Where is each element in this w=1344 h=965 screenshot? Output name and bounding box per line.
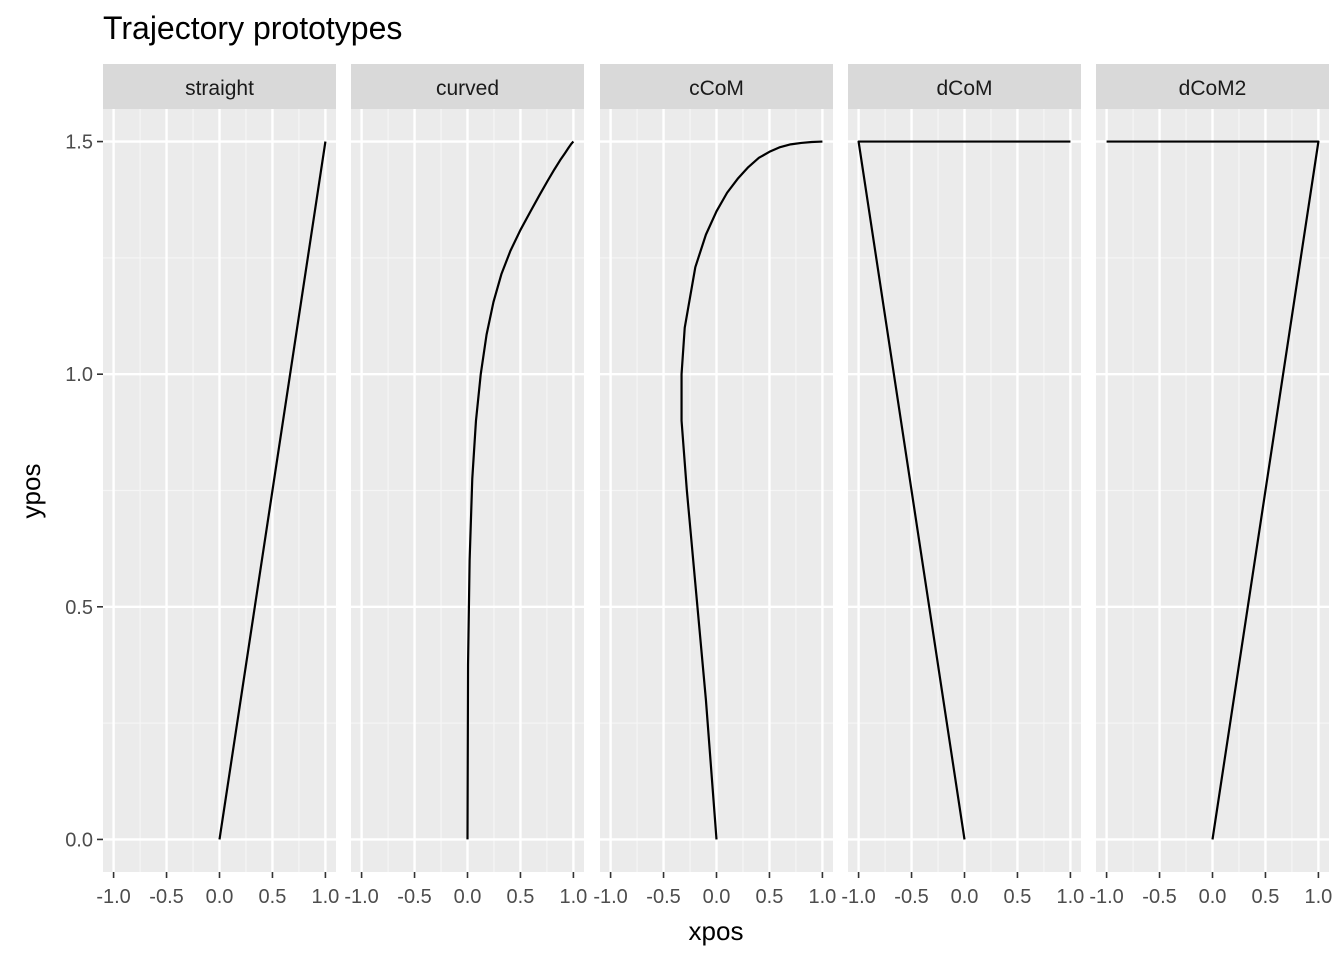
- y-tick-label: 1.0: [65, 364, 93, 386]
- strip-background: [1096, 64, 1329, 109]
- x-tick-label: 0.0: [454, 886, 482, 908]
- x-tick-label: -1.0: [841, 886, 875, 908]
- facet-dCoM: dCoM -1.0 -0.5 0.0 0.5 1.0: [841, 64, 1084, 908]
- strip-label: dCoM2: [1179, 77, 1247, 100]
- x-tick-label: 0.5: [1252, 886, 1280, 908]
- y-axis-label: ypos: [16, 464, 46, 519]
- x-tick-label: -0.5: [894, 886, 928, 908]
- strip-background: [351, 64, 584, 109]
- x-tick-label: 0.0: [703, 886, 731, 908]
- x-tick-label: 1.0: [312, 886, 340, 908]
- strip-background: [103, 64, 336, 109]
- facet-cCoM: cCoM -1.0 -0.5 0.0 0.5 1.0: [593, 64, 836, 908]
- y-tick-label: 0.0: [65, 829, 93, 851]
- x-tick-label: 0.5: [1004, 886, 1032, 908]
- x-tick-label: 0.5: [507, 886, 535, 908]
- series-line-curved: [466, 140, 575, 840]
- x-tick-label: 0.0: [951, 886, 979, 908]
- x-tick-label: -0.5: [1142, 886, 1176, 908]
- x-tick-label: 0.5: [259, 886, 287, 908]
- x-axis-label: xpos: [689, 916, 744, 946]
- x-tick-label: -0.5: [646, 886, 680, 908]
- strip-label: curved: [436, 77, 499, 100]
- strip-background: [600, 64, 833, 109]
- series-line-straight: [218, 141, 327, 840]
- series-line-dCoM: [857, 140, 1071, 840]
- strip-label: straight: [185, 77, 254, 100]
- x-tick-label: -1.0: [96, 886, 130, 908]
- x-tick-label: 0.0: [206, 886, 234, 908]
- x-tick-label: 1.0: [1057, 886, 1085, 908]
- facet-panels: straight -1.0 -0.5 0.0 0.5 1.0 curved -1.0 -0.5 0…: [65, 64, 1332, 908]
- series-line-dCoM2: [1106, 140, 1320, 840]
- x-tick-label: 1.0: [560, 886, 588, 908]
- chart-title: Trajectory prototypes: [103, 10, 402, 46]
- y-tick-label: 0.5: [65, 597, 93, 619]
- x-tick-label: -1.0: [593, 886, 627, 908]
- strip-background: [848, 64, 1081, 109]
- x-tick-label: 0.0: [1199, 886, 1227, 908]
- series-line-cCoM: [680, 140, 823, 840]
- x-tick-label: 1.0: [1305, 886, 1333, 908]
- x-tick-label: -1.0: [344, 886, 378, 908]
- facet-curved: curved -1.0 -0.5 0.0 0.5 1.0: [344, 64, 587, 908]
- x-tick-label: 0.5: [756, 886, 784, 908]
- x-tick-label: -1.0: [1089, 886, 1123, 908]
- facet-dCoM2: dCoM2 -1.0 -0.5 0.0 0.5 1.0: [1089, 64, 1332, 908]
- x-tick-label: -0.5: [149, 886, 183, 908]
- strip-label: dCoM: [936, 77, 992, 100]
- x-tick-label: -0.5: [397, 886, 431, 908]
- strip-label: cCoM: [689, 77, 744, 100]
- facet-straight: straight -1.0 -0.5 0.0 0.5 1.0: [96, 64, 339, 908]
- y-tick-label: 1.5: [65, 132, 93, 154]
- x-tick-label: 1.0: [809, 886, 837, 908]
